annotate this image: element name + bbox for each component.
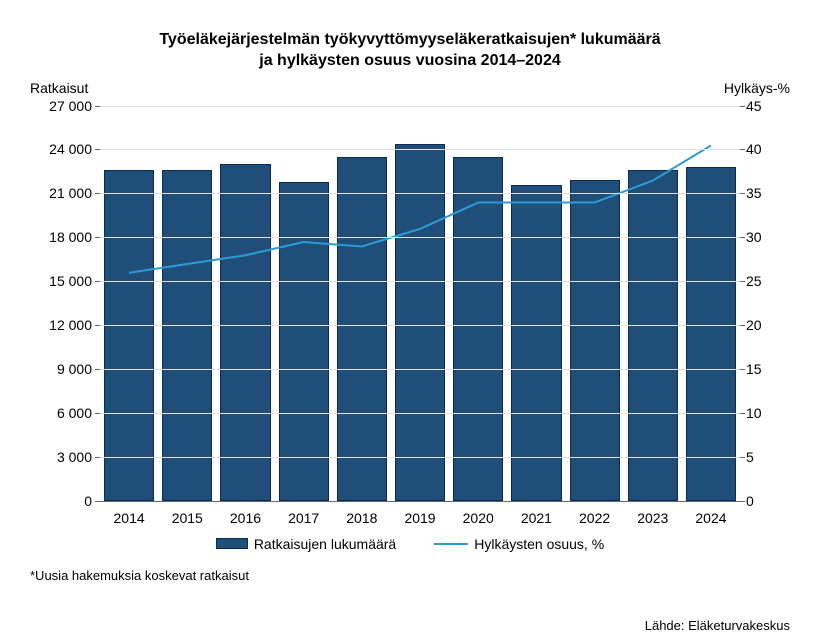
ytick-left: 6 000 xyxy=(30,405,92,421)
left-axis-title: Ratkaisut xyxy=(30,80,88,96)
line-swatch-icon xyxy=(434,543,468,545)
bar xyxy=(279,182,329,501)
ytick-right: 25 xyxy=(746,273,786,289)
ytick-right: 5 xyxy=(746,449,786,465)
legend-line-label: Hylkäysten osuus, % xyxy=(474,536,604,552)
ytick-left: 24 000 xyxy=(30,141,92,157)
legend-bar-label: Ratkaisujen lukumäärä xyxy=(254,536,396,552)
bar xyxy=(628,170,678,501)
ytick-right: 20 xyxy=(746,317,786,333)
ytick-left: 0 xyxy=(30,493,92,509)
x-tick-label: 2020 xyxy=(449,510,507,526)
bar xyxy=(511,185,561,501)
chart-legend: Ratkaisujen lukumäärä Hylkäysten osuus, … xyxy=(30,536,790,552)
chart-title-line2: ja hylkäysten osuus vuosina 2014–2024 xyxy=(30,51,790,72)
legend-item-bars: Ratkaisujen lukumäärä xyxy=(216,536,396,552)
ytick-right: 15 xyxy=(746,361,786,377)
bar xyxy=(453,157,503,501)
ytick-left: 12 000 xyxy=(30,317,92,333)
ytick-left: 18 000 xyxy=(30,229,92,245)
source-text: Lähde: Eläketurvakeskus xyxy=(645,618,790,633)
ytick-right: 30 xyxy=(746,229,786,245)
x-tick-label: 2022 xyxy=(566,510,624,526)
bar xyxy=(337,157,387,501)
bar-swatch-icon xyxy=(216,538,248,549)
bar xyxy=(104,170,154,501)
chart-title-line1: Työeläkejärjestelmän työkyvyttömyyseläke… xyxy=(30,30,790,51)
ytick-right: 35 xyxy=(746,185,786,201)
x-tick-label: 2015 xyxy=(158,510,216,526)
ytick-right: 0 xyxy=(746,493,786,509)
ytick-right: 10 xyxy=(746,405,786,421)
x-axis-labels: 2014201520162017201820192020202120222023… xyxy=(100,510,740,526)
bar xyxy=(395,144,445,501)
x-tick-label: 2014 xyxy=(100,510,158,526)
x-tick-label: 2017 xyxy=(275,510,333,526)
right-axis-title: Hylkäys-% xyxy=(724,80,790,96)
ytick-right: 40 xyxy=(746,141,786,157)
bar xyxy=(162,170,212,501)
x-tick-label: 2024 xyxy=(682,510,740,526)
bar xyxy=(570,180,620,500)
bar xyxy=(686,167,736,501)
x-tick-label: 2021 xyxy=(507,510,565,526)
x-tick-label: 2016 xyxy=(216,510,274,526)
x-tick-label: 2018 xyxy=(333,510,391,526)
ytick-left: 27 000 xyxy=(30,98,92,114)
x-tick-label: 2019 xyxy=(391,510,449,526)
ytick-left: 3 000 xyxy=(30,449,92,465)
ytick-left: 21 000 xyxy=(30,185,92,201)
ytick-right: 45 xyxy=(746,98,786,114)
ytick-left: 9 000 xyxy=(30,361,92,377)
x-tick-label: 2023 xyxy=(624,510,682,526)
ytick-left: 15 000 xyxy=(30,273,92,289)
chart-container: Ratkaisut Hylkäys-% 03 0006 0009 00012 0… xyxy=(30,86,790,526)
plot-area: 03 0006 0009 00012 00015 00018 00021 000… xyxy=(100,106,740,502)
bar xyxy=(220,164,270,500)
legend-item-line: Hylkäysten osuus, % xyxy=(434,536,604,552)
footnote-text: *Uusia hakemuksia koskevat ratkaisut xyxy=(30,568,790,583)
